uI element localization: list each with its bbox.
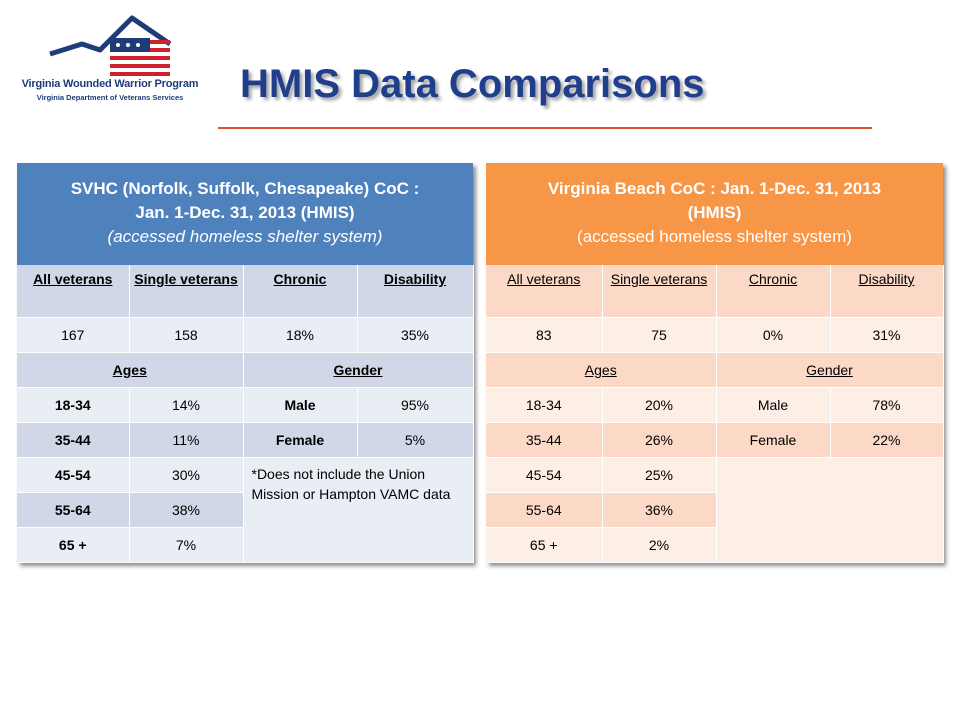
footnote: *Does not include the Union Mission or H… [243,457,474,563]
cell-value: 18% [243,317,358,353]
gender-header: Gender [243,352,474,388]
age-pct: 14% [129,387,244,423]
age-range: 35-44 [486,422,603,458]
table-row: 55-64 36% [486,492,943,528]
table-row: 65 + 7% [17,527,473,563]
svhc-dates: Jan. 1-Dec. 31, 2013 (HMIS) [135,203,355,222]
empty-cell [716,457,944,563]
col-header: All veterans [486,265,603,318]
vb-header: Virginia Beach CoC : Jan. 1-Dec. 31, 201… [486,163,943,265]
col-header: All veterans [17,265,130,318]
age-pct: 38% [129,492,244,528]
gender-pct: 22% [830,422,944,458]
svhc-panel: SVHC (Norfolk, Suffolk, Chesapeake) CoC … [17,163,474,563]
age-pct: 25% [602,457,717,493]
cell-value: 83 [486,317,603,353]
gender-pct: 95% [357,387,474,423]
logo-subtitle: Virginia Department of Veterans Services [36,93,184,102]
age-pct: 7% [129,527,244,563]
title-divider [218,127,872,129]
house-flag-icon [49,15,172,76]
ages-header: Ages [17,352,244,388]
table-row: 18-34 20% Male 78% [486,387,944,423]
table-row: 55-64 38% [17,492,473,528]
gender-label: Male [716,387,831,423]
table-row: Ages Gender [486,352,944,388]
cell-value: 31% [830,317,944,353]
table-row: 45-54 30% *Does not include the Union Mi… [17,457,474,563]
gender-header: Gender [716,352,944,388]
cell-value: 158 [129,317,244,353]
col-header: Single veterans [602,265,717,318]
col-header: Chronic [243,265,358,318]
table-row: All veterans Single veterans Chronic Dis… [486,265,944,318]
col-header: Disability [357,265,474,318]
svhc-header: SVHC (Norfolk, Suffolk, Chesapeake) CoC … [17,163,473,265]
vb-table: All veterans Single veterans Chronic Dis… [486,265,944,563]
svhc-table: All veterans Single veterans Chronic Dis… [17,265,474,563]
table-row: All veterans Single veterans Chronic Dis… [17,265,474,318]
gender-pct: 78% [830,387,944,423]
cell-value: 35% [357,317,474,353]
age-pct: 26% [602,422,717,458]
age-range: 55-64 [486,492,603,528]
age-pct: 11% [129,422,244,458]
age-range: 45-54 [17,457,130,493]
age-range: 35-44 [17,422,130,458]
vb-panel: Virginia Beach CoC : Jan. 1-Dec. 31, 201… [486,163,944,563]
age-range: 18-34 [486,387,603,423]
col-header: Disability [830,265,944,318]
table-row: 18-34 14% Male 95% [17,387,474,423]
vwwp-logo: Virginia Wounded Warrior Program Virgini… [14,12,206,108]
ages-header: Ages [486,352,717,388]
svhc-subtitle: (accessed homeless shelter system) [107,227,383,246]
gender-label: Male [243,387,358,423]
age-range: 45-54 [486,457,603,493]
table-row: 65 + 2% [486,527,943,563]
age-pct: 2% [602,527,717,563]
table-row: 35-44 26% Female 22% [486,422,944,458]
logo-title: Virginia Wounded Warrior Program [21,78,199,90]
gender-label: Female [716,422,831,458]
page-title: HMIS Data Comparisons [240,62,705,106]
cell-value: 0% [716,317,831,353]
svhc-title: SVHC (Norfolk, Suffolk, Chesapeake) CoC … [70,179,420,198]
table-row: 45-54 25% [486,457,944,563]
table-row: 83 75 0% 31% [486,317,944,353]
age-range: 65 + [17,527,130,563]
age-pct: 20% [602,387,717,423]
vb-title: Virginia Beach CoC : Jan. 1-Dec. 31, 201… [547,179,882,198]
gender-label: Female [243,422,358,458]
table-row: 35-44 11% Female 5% [17,422,474,458]
age-range: 18-34 [17,387,130,423]
col-header: Single veterans [129,265,244,318]
cell-value: 167 [17,317,130,353]
vb-dates: (HMIS) [687,203,742,222]
age-range: 65 + [486,527,603,563]
age-range: 55-64 [17,492,130,528]
col-header: Chronic [716,265,831,318]
age-pct: 36% [602,492,717,528]
vb-subtitle: (accessed homeless shelter system) [577,227,852,246]
cell-value: 75 [602,317,717,353]
table-row: Ages Gender [17,352,474,388]
age-pct: 30% [129,457,244,493]
table-row: 167 158 18% 35% [17,317,474,353]
gender-pct: 5% [357,422,474,458]
